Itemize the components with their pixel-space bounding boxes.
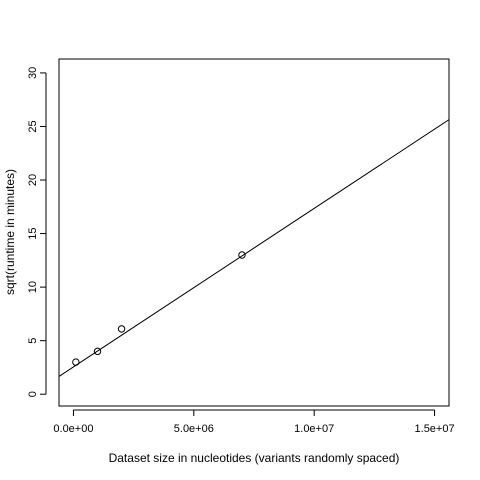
- fit-line: [58, 119, 450, 377]
- x-tick-label: 1.5e+07: [415, 423, 455, 435]
- x-axis-label: Dataset size in nucleotides (variants ra…: [109, 451, 400, 465]
- y-tick-label: 30: [27, 67, 39, 79]
- data-point: [72, 358, 80, 366]
- data-point: [238, 251, 246, 259]
- x-tick-label: 5.0e+06: [174, 423, 214, 435]
- data-point: [93, 347, 102, 356]
- y-tick-label: 15: [27, 227, 39, 239]
- y-tick-label: 10: [27, 281, 39, 293]
- y-tick-label: 0: [27, 391, 39, 397]
- y-tick-label: 25: [27, 120, 39, 132]
- data-point: [117, 325, 126, 333]
- y-tick-label: 20: [27, 174, 39, 186]
- x-tick-label: 0.0e+00: [53, 423, 93, 435]
- plot-frame: [58, 58, 450, 407]
- y-axis: 0 5 10 15 20 25 30: [27, 67, 47, 397]
- y-axis-label: sqrt(runtime in minutes): [3, 169, 17, 295]
- x-tick-label: 1.0e+07: [294, 423, 334, 435]
- data-points: [72, 251, 246, 366]
- y-tick-label: 5: [27, 338, 39, 344]
- fit-line-group: [58, 119, 450, 377]
- x-axis: 0.0e+00 5.0e+06 1.0e+07 1.5e+07: [53, 409, 455, 435]
